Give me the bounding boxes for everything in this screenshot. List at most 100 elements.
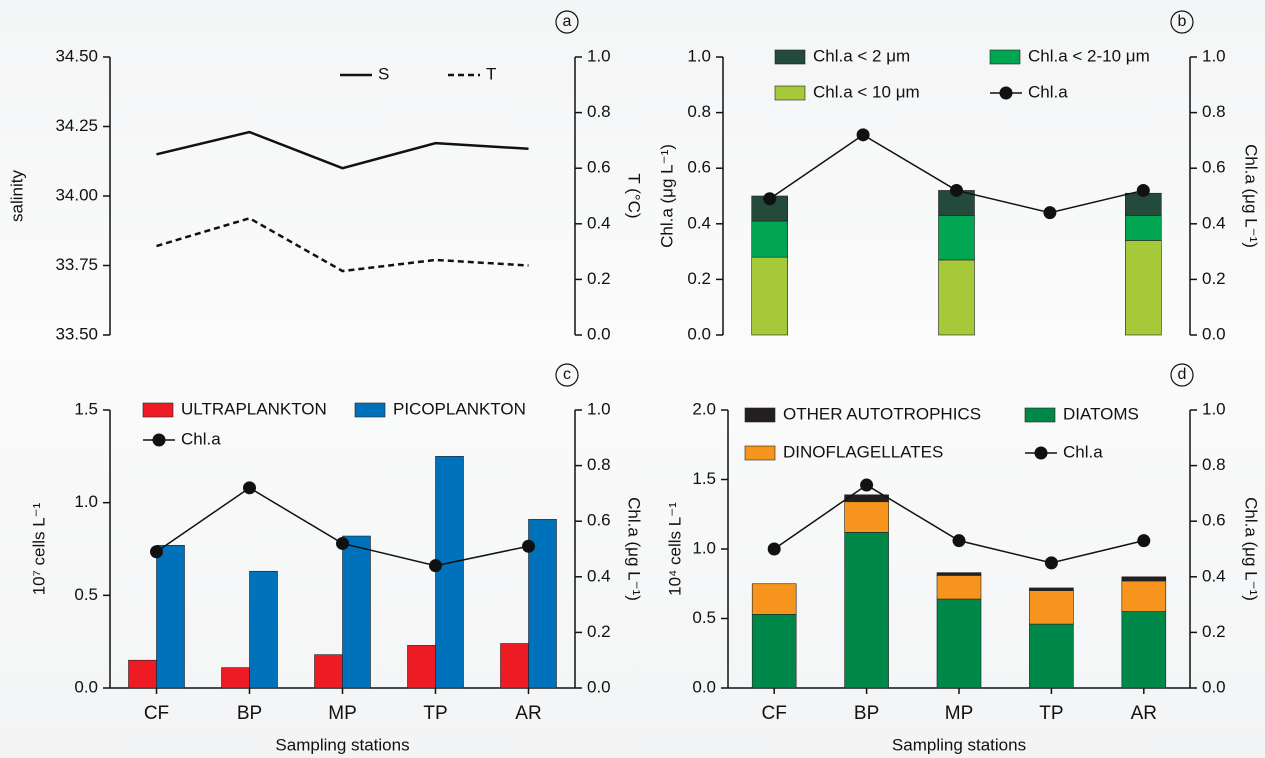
y2-tick-label: 0.8 xyxy=(1202,455,1226,474)
bar xyxy=(157,545,185,688)
x-tick-label: BP xyxy=(854,703,879,724)
bar xyxy=(939,260,975,335)
bar xyxy=(939,215,975,259)
marker xyxy=(429,559,442,572)
y2-tick-label: 0.8 xyxy=(587,102,611,121)
y-tick-label: 33.75 xyxy=(55,255,98,274)
bar xyxy=(937,573,981,576)
bar xyxy=(1122,577,1166,581)
marker xyxy=(768,543,781,556)
y-tick-label: 0.5 xyxy=(692,608,716,627)
legend-label: Chl.a < 2 μm xyxy=(813,46,910,65)
marker xyxy=(1045,556,1058,569)
y2-tick-label: 0.6 xyxy=(587,511,611,530)
y-tick-label: 1.0 xyxy=(687,46,711,65)
legend-label: DINOFLAGELLATES xyxy=(783,442,943,461)
x-tick-label: AR xyxy=(1131,703,1157,724)
legend-label: Chl.a < 2-10 μm xyxy=(1028,46,1150,65)
marker xyxy=(1137,184,1150,197)
marker xyxy=(1137,534,1150,547)
marker xyxy=(953,534,966,547)
legend-label: Chl.a xyxy=(1028,82,1068,101)
y2-axis-label: T (°C) xyxy=(625,173,644,218)
bar xyxy=(752,257,788,335)
page: 33.5033.7534.0034.2534.500.00.20.40.60.8… xyxy=(0,0,1265,758)
marker xyxy=(857,128,870,141)
legend-label: DIATOMS xyxy=(1063,404,1139,423)
y2-tick-label: 0.0 xyxy=(1202,677,1226,696)
bar xyxy=(250,571,278,688)
y2-axis-label: Chl.a (μg L⁻¹) xyxy=(1242,144,1261,248)
y-tick-label: 0.0 xyxy=(74,677,98,696)
y2-tick-label: 1.0 xyxy=(587,46,611,65)
x-tick-label: MP xyxy=(945,703,974,724)
y-axis-label: Chl.a (μg L⁻¹) xyxy=(657,144,676,248)
legend-swatch xyxy=(775,86,805,100)
legend-swatch xyxy=(990,50,1020,64)
y-tick-label: 0.5 xyxy=(74,585,98,604)
x-tick-label: MP xyxy=(328,703,357,724)
legend-swatch xyxy=(775,50,805,64)
panel-label: d xyxy=(1178,366,1187,383)
bar xyxy=(937,599,981,688)
y-tick-label: 1.0 xyxy=(74,492,98,511)
bar xyxy=(1029,624,1073,688)
bar xyxy=(845,502,889,533)
y-tick-label: 0.4 xyxy=(687,213,711,232)
legend-label: S xyxy=(378,64,389,83)
y-tick-label: 1.0 xyxy=(692,538,716,557)
bar xyxy=(1029,591,1073,624)
legend-swatch xyxy=(355,403,385,417)
y-tick-label: 0.8 xyxy=(687,102,711,121)
x-tick-label: CF xyxy=(762,703,787,724)
bar xyxy=(436,456,464,688)
y2-tick-label: 0.0 xyxy=(1202,324,1226,343)
y-tick-label: 1.5 xyxy=(692,469,716,488)
x-tick-label: TP xyxy=(423,703,447,724)
marker xyxy=(763,192,776,205)
y2-tick-label: 0.4 xyxy=(587,566,611,585)
legend-label: Chl.a xyxy=(181,429,221,448)
line xyxy=(157,218,529,271)
bar xyxy=(1125,215,1161,240)
legend-label: Chl.a xyxy=(1063,442,1103,461)
marker xyxy=(336,537,349,550)
bar xyxy=(315,655,343,688)
bar xyxy=(752,614,796,688)
y2-tick-label: 1.0 xyxy=(587,399,611,418)
bar xyxy=(1122,612,1166,688)
marker xyxy=(860,479,873,492)
bar xyxy=(408,645,436,688)
legend-marker xyxy=(1000,87,1013,100)
marker xyxy=(950,184,963,197)
y2-axis-label: Chl.a (μg L⁻¹) xyxy=(625,497,644,601)
bar xyxy=(129,660,157,688)
x-tick-label: BP xyxy=(237,703,262,724)
y2-tick-label: 0.6 xyxy=(1202,511,1226,530)
panel-label: b xyxy=(1178,13,1187,30)
y-axis-label: 10⁴ cells L⁻¹ xyxy=(665,502,684,596)
y2-tick-label: 0.0 xyxy=(587,677,611,696)
y-axis-label: salinity xyxy=(7,170,26,222)
y2-tick-label: 0.4 xyxy=(1202,213,1226,232)
legend-swatch xyxy=(143,403,173,417)
y2-tick-label: 0.8 xyxy=(1202,102,1226,121)
marker xyxy=(1043,206,1056,219)
y2-tick-label: 1.0 xyxy=(1202,46,1226,65)
x-tick-label: AR xyxy=(515,703,541,724)
y2-tick-label: 0.4 xyxy=(1202,566,1226,585)
bar xyxy=(343,536,371,688)
line xyxy=(774,485,1144,563)
y2-tick-label: 0.4 xyxy=(587,213,611,232)
y-tick-label: 0.0 xyxy=(692,677,716,696)
y2-tick-label: 0.2 xyxy=(1202,622,1226,641)
y-axis-label: 10⁷ cells L⁻¹ xyxy=(29,502,48,595)
y2-tick-label: 1.0 xyxy=(1202,399,1226,418)
y2-tick-label: 0.2 xyxy=(587,269,611,288)
legend-label: T xyxy=(486,64,496,83)
figure: 33.5033.7534.0034.2534.500.00.20.40.60.8… xyxy=(0,0,1265,758)
legend-swatch xyxy=(1025,408,1055,422)
bar xyxy=(1125,240,1161,335)
bar xyxy=(222,668,250,688)
legend-swatch xyxy=(745,446,775,460)
